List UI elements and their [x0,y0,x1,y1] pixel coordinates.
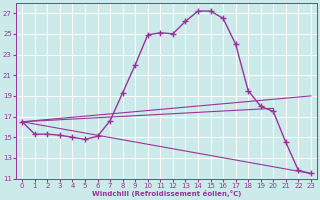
X-axis label: Windchill (Refroidissement éolien,°C): Windchill (Refroidissement éolien,°C) [92,190,241,197]
